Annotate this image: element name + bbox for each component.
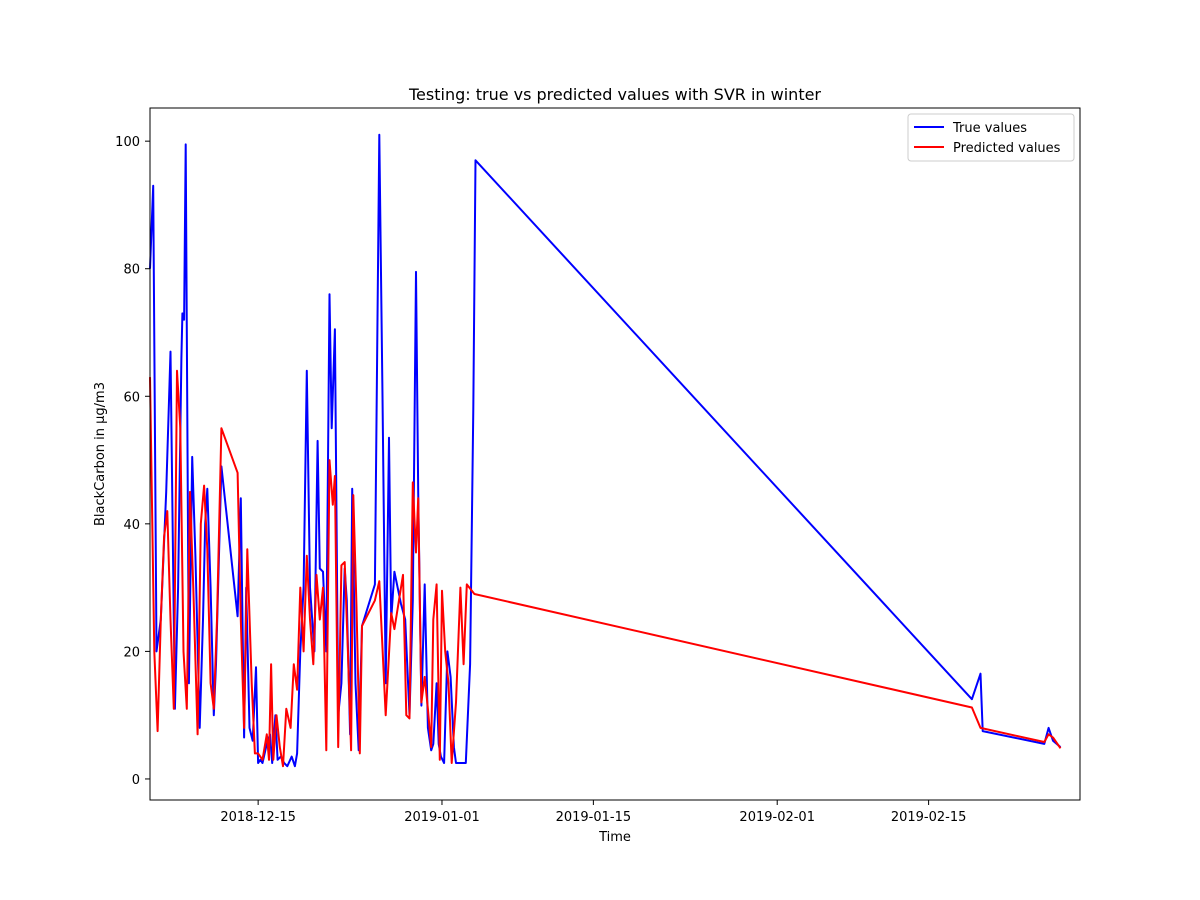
y-tick-label: 20	[123, 645, 140, 660]
legend: True values Predicted values	[907, 113, 1075, 162]
legend-box	[907, 113, 1075, 162]
x-tick-label: 2019-01-01	[404, 810, 480, 825]
y-axis-label: BlackCarbon in µg/m3	[93, 382, 108, 526]
legend-label-predicted: Predicted values	[953, 141, 1061, 156]
series-layer	[149, 133, 1062, 768]
legend-label-true: True values	[952, 121, 1027, 136]
series-line-predicted-values	[149, 369, 1062, 768]
x-axis-ticks: 2018-12-15 2019-01-01 2019-01-15 2019-02-01…	[220, 800, 966, 825]
y-tick-label: 40	[123, 518, 140, 533]
x-axis-label: Time	[598, 830, 631, 845]
y-tick-label: 60	[123, 390, 140, 405]
y-tick-label: 0	[132, 773, 140, 788]
x-tick-label: 2019-02-15	[891, 810, 967, 825]
y-tick-label: 100	[115, 135, 140, 150]
x-tick-label: 2018-12-15	[220, 810, 296, 825]
chart-title: Testing: true vs predicted values with S…	[408, 85, 821, 104]
x-tick-label: 2019-01-15	[556, 810, 632, 825]
y-tick-label: 80	[123, 263, 140, 278]
y-axis-ticks: 0 20 40 60 80 100	[115, 135, 150, 788]
x-tick-label: 2019-02-01	[739, 810, 815, 825]
plot-area-frame	[149, 107, 1081, 801]
